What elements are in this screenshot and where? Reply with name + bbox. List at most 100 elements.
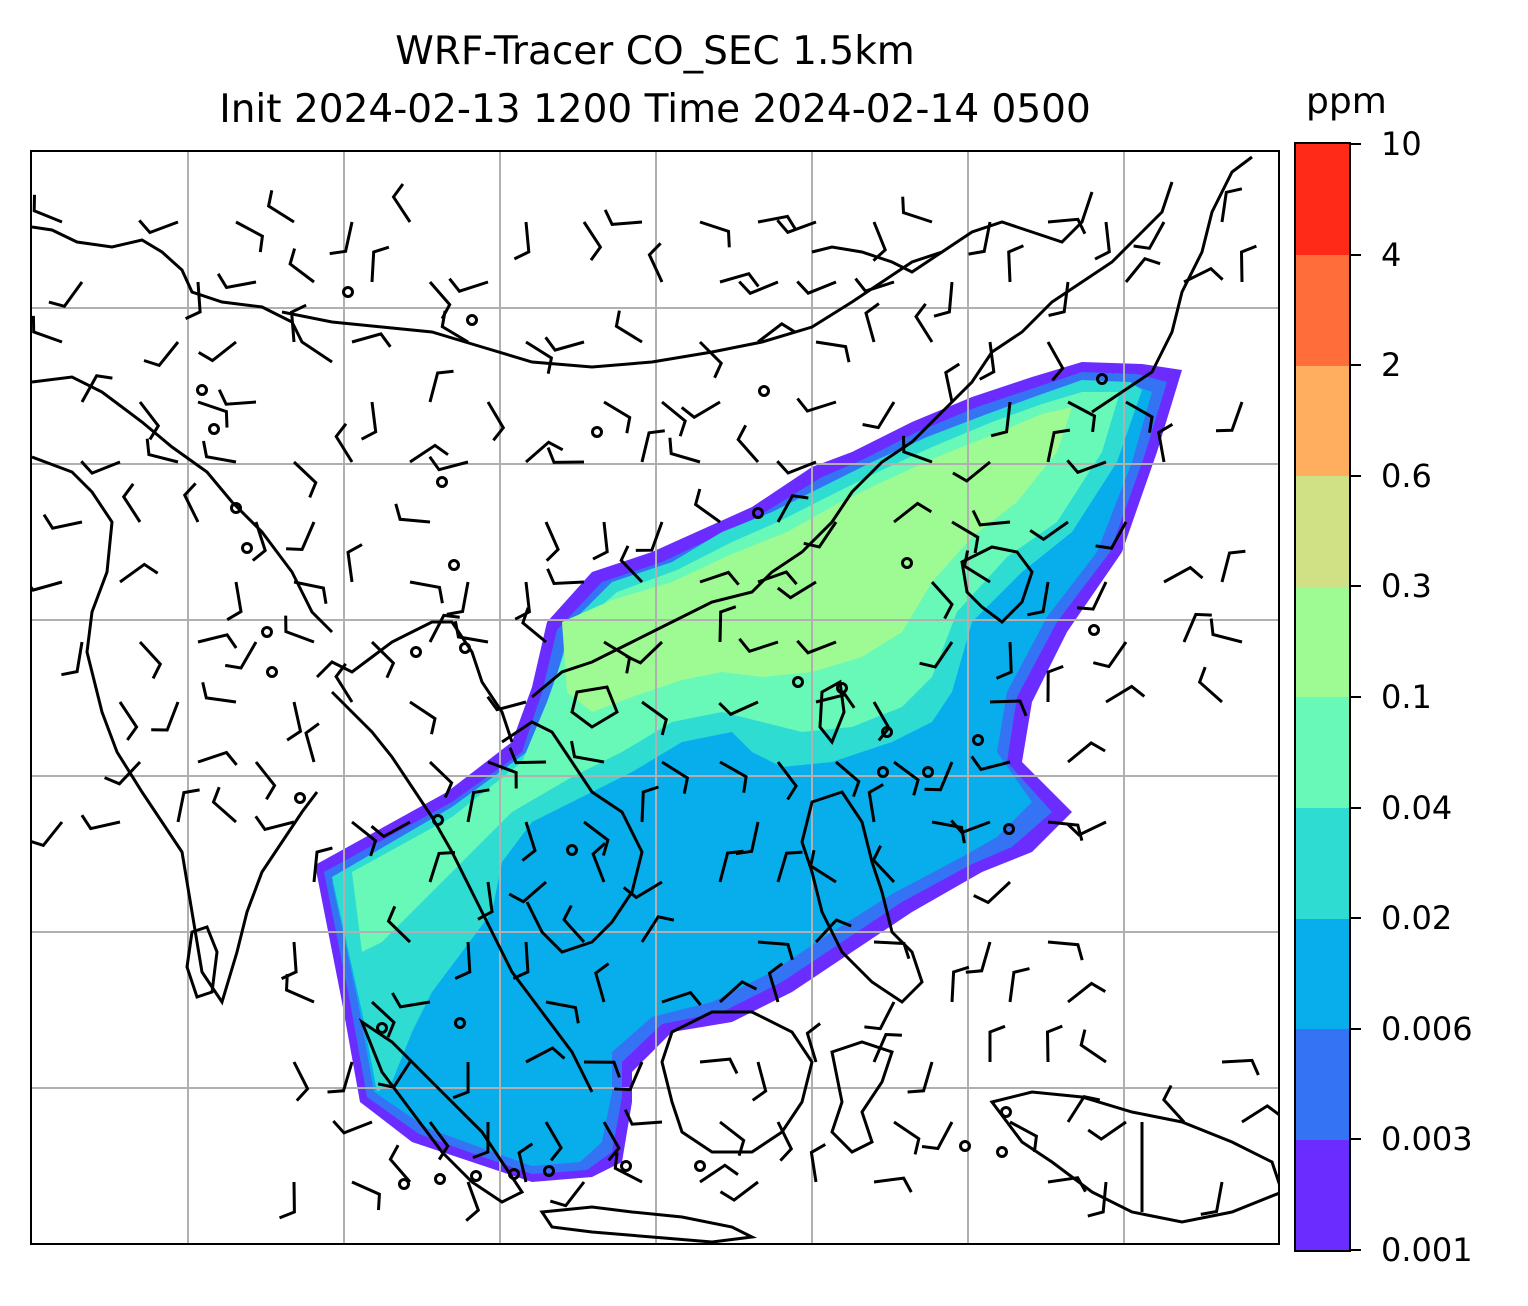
wind-barb	[757, 214, 798, 231]
wind-barb	[428, 851, 456, 883]
wind-barb	[776, 460, 817, 475]
colorbar	[1294, 142, 1351, 1252]
wind-barb	[1095, 521, 1128, 550]
wind-barb	[738, 280, 779, 296]
wind-barb	[614, 1061, 644, 1092]
wind-barb	[796, 397, 837, 413]
wind-barb	[1047, 217, 1087, 235]
wind-barb	[1066, 459, 1107, 475]
wind-barb	[933, 281, 954, 318]
wind-barb	[61, 641, 84, 677]
wind-barb	[217, 389, 257, 406]
wind-barb	[428, 455, 469, 472]
wind-barb	[757, 940, 794, 961]
wind-barb	[776, 219, 817, 235]
calm-wind-marker	[432, 814, 444, 826]
wind-barb	[143, 341, 180, 368]
wind-barb	[803, 521, 838, 549]
calm-wind-marker	[376, 1022, 388, 1034]
wind-barb	[286, 521, 316, 552]
wind-barb	[952, 460, 991, 483]
wind-barb	[1067, 741, 1106, 764]
wind-barb	[513, 221, 531, 261]
wind-barb	[1161, 1084, 1186, 1124]
wind-barb	[370, 640, 396, 679]
calm-wind-marker	[470, 1170, 482, 1182]
philippines	[800, 790, 924, 1004]
wind-barb	[635, 521, 664, 552]
wind-barb	[388, 1144, 412, 1183]
calm-wind-marker	[1000, 1106, 1012, 1118]
colorbar-tick-mark	[1351, 1138, 1361, 1141]
wind-barb	[104, 760, 142, 786]
wind-barb	[440, 310, 469, 344]
wind-barb	[1047, 940, 1084, 961]
wind-barb	[145, 438, 179, 464]
wind-barb	[409, 700, 437, 735]
wind-barb	[48, 281, 84, 309]
wind-barb	[118, 701, 139, 741]
wind-barb	[334, 662, 354, 703]
wind-barb	[428, 760, 454, 799]
west-coast-upper	[32, 225, 333, 364]
colorbar-segment	[1296, 1028, 1349, 1140]
calm-wind-marker	[591, 426, 603, 438]
wind-barb	[796, 280, 837, 295]
new-guinea	[989, 1090, 1278, 1224]
wind-barb	[512, 941, 530, 980]
wind-barb	[1200, 1181, 1224, 1216]
plume-lightgreen-layer	[562, 407, 1072, 712]
wind-barb	[718, 980, 758, 1004]
wind-barb	[1027, 581, 1050, 617]
wind-barb	[514, 581, 532, 621]
colorbar-tick-mark	[1351, 585, 1361, 588]
wind-barb	[138, 219, 179, 235]
wind-barb	[391, 183, 412, 223]
wind-barb	[757, 321, 797, 344]
wind-barb	[545, 1000, 580, 1024]
wind-barb	[182, 482, 200, 523]
wind-barb	[719, 760, 748, 793]
wind-barb	[776, 580, 817, 600]
wind-barb	[867, 783, 884, 823]
colorbar-segment	[1296, 365, 1349, 477]
wind-barb	[978, 341, 996, 381]
wind-barb	[254, 761, 277, 801]
wind-barb	[409, 580, 444, 604]
wind-barb	[699, 1057, 739, 1075]
calm-wind-marker	[241, 542, 253, 554]
wind-barb	[370, 1000, 396, 1038]
colorbar-unit: ppm	[1306, 81, 1387, 122]
calm-wind-marker	[342, 286, 354, 298]
calm-wind-marker	[836, 682, 848, 694]
colorbar-tick-label: 0.003	[1381, 1120, 1473, 1159]
wind-barb	[613, 1152, 643, 1184]
colorbar-segment	[1296, 1139, 1349, 1250]
wind-barb	[1066, 820, 1107, 837]
wind-barb	[902, 435, 933, 464]
wind-barb	[32, 821, 64, 848]
wind-barb	[334, 422, 354, 463]
wind-barb	[121, 483, 142, 523]
china-coast	[531, 181, 1174, 699]
wind-barb	[699, 570, 740, 586]
wind-barb	[931, 820, 966, 844]
wind-barb	[1157, 423, 1174, 463]
wind-barb	[454, 941, 472, 980]
wind-barb	[80, 814, 121, 831]
wind-barb	[1220, 549, 1246, 583]
wind-barb	[517, 1142, 534, 1183]
wind-barb	[962, 550, 991, 584]
wind-barb	[919, 641, 954, 669]
wind-barb	[988, 1024, 1006, 1062]
map-gridlines	[32, 152, 1278, 1243]
wind-barb	[1066, 1095, 1101, 1123]
wind-barb	[592, 521, 609, 561]
wind-barb	[622, 880, 663, 900]
wind-barb	[796, 639, 837, 655]
calm-wind-marker	[261, 626, 273, 638]
colorbar-segment	[1296, 475, 1349, 587]
sri-lanka	[185, 925, 219, 999]
wind-barb	[757, 570, 798, 586]
wind-barb	[625, 640, 664, 665]
